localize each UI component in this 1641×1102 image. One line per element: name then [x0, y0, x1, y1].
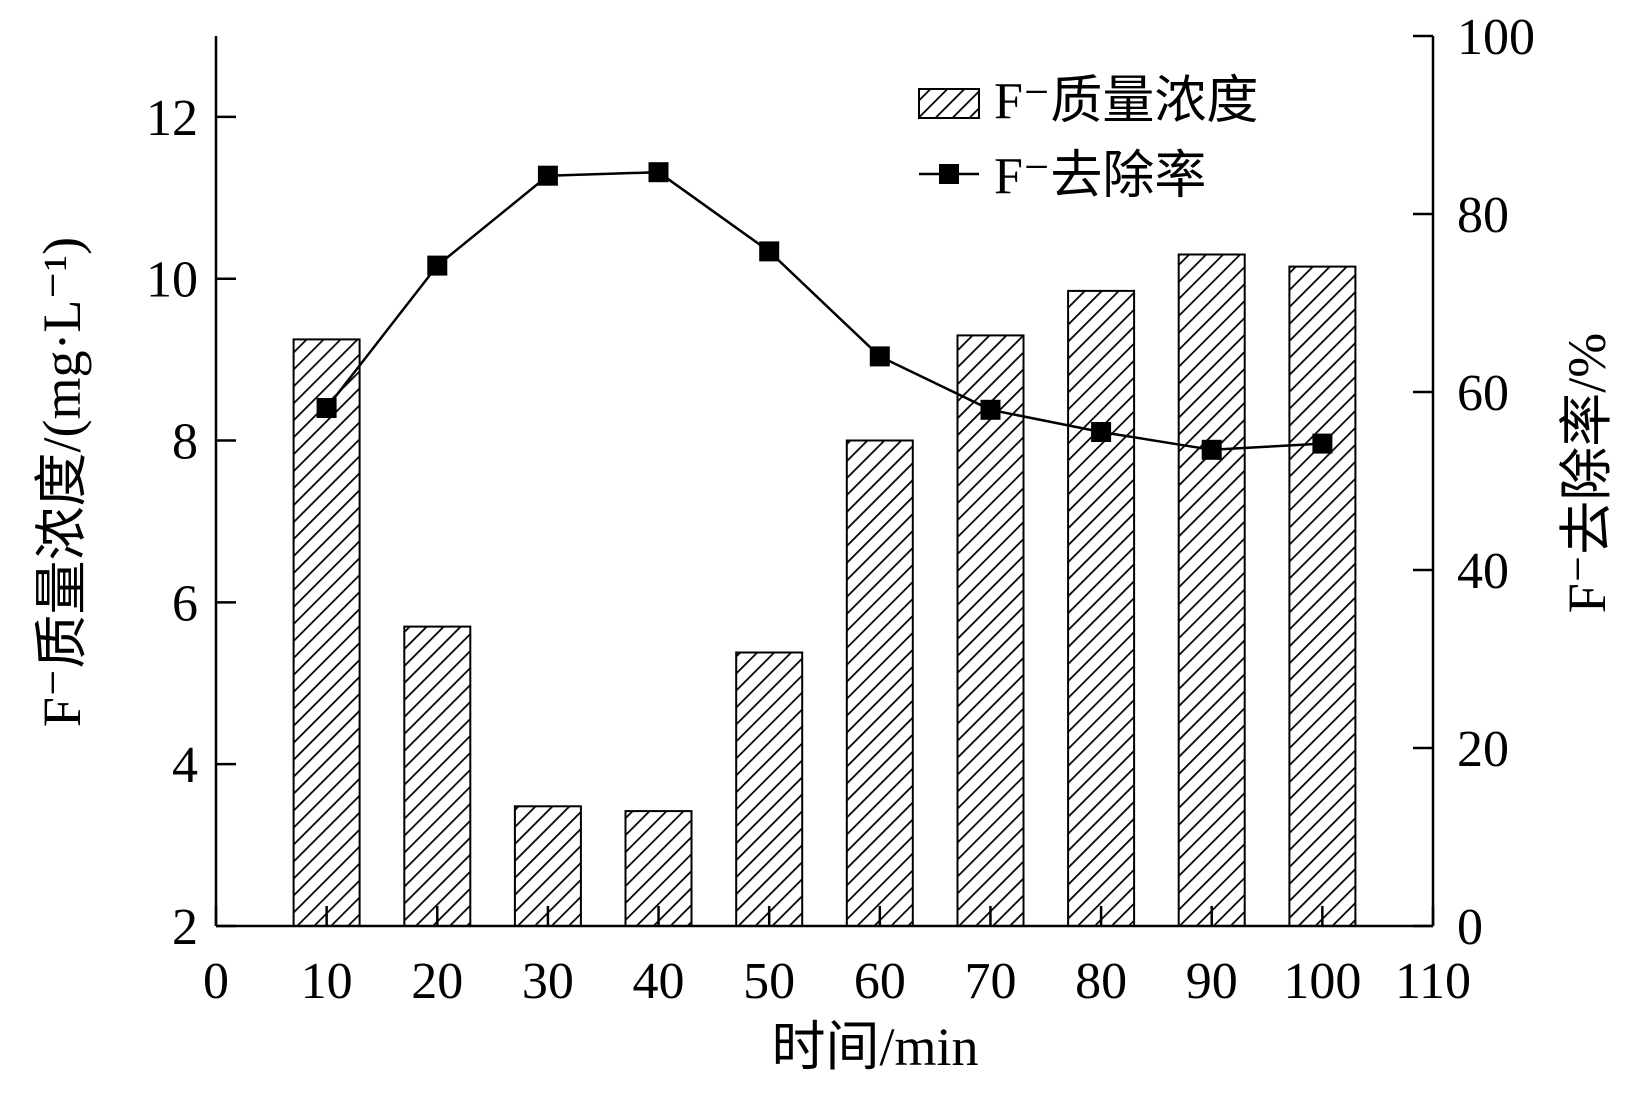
x-tick-label: 40 [633, 953, 685, 1010]
marker-50 [759, 241, 780, 262]
x-tick-label: 20 [411, 953, 463, 1010]
legend-line-label: F⁻去除率 [994, 148, 1206, 205]
axes [214, 34, 1435, 928]
x-tick-label: 0 [203, 953, 229, 1010]
y-right-tick-label: 80 [1457, 187, 1509, 244]
legend-line-marker [939, 164, 959, 184]
x-axis-title: 时间/min [771, 1017, 978, 1077]
x-tick-label: 110 [1395, 953, 1471, 1010]
x-tick-label: 100 [1283, 953, 1361, 1010]
y-left-tick-label: 2 [172, 899, 198, 956]
x-tick-label: 60 [854, 953, 906, 1010]
y-left-tick-label: 4 [172, 737, 198, 794]
legend-bar-label: F⁻质量浓度 [994, 73, 1258, 130]
bar-50 [735, 651, 804, 927]
marker-20 [427, 255, 448, 276]
y-right-tick-label: 60 [1457, 365, 1509, 422]
x-tick-label: 90 [1186, 953, 1238, 1010]
y-left-tick-label: 10 [146, 252, 198, 309]
bar-80 [1067, 289, 1136, 927]
bar-100 [1288, 265, 1357, 928]
marker-80 [1091, 422, 1112, 442]
marker-10 [316, 398, 337, 418]
legend: F⁻质量浓度 F⁻去除率 [918, 73, 1258, 205]
y-axis-left-title: F⁻质量浓度/(mg·L⁻¹) [32, 237, 92, 727]
y-right-tick-label: 0 [1457, 899, 1483, 956]
marker-100 [1312, 433, 1333, 454]
marker-70 [980, 399, 1001, 420]
marker-90 [1201, 439, 1222, 460]
y-axis-right-title: F⁻去除率/% [1557, 333, 1617, 614]
line-series [316, 162, 1333, 460]
marker-60 [869, 346, 890, 367]
y-right-tick-label: 100 [1457, 9, 1535, 66]
bar-series [292, 253, 1357, 928]
y-left-tick-label: 6 [172, 575, 198, 632]
legend-bar-swatch [918, 88, 980, 119]
tick-labels: 2 4 6 8 10 12 0 20 40 60 80 100 0 10 20 30 40 50 60 70 80 90 1… [146, 9, 1535, 1010]
marker-30 [537, 165, 558, 186]
removal-rate-line [325, 170, 1323, 452]
x-tick-label: 70 [964, 953, 1016, 1010]
x-tick-label: 80 [1075, 953, 1127, 1010]
bar-90 [1177, 253, 1246, 927]
y-right-tick-label: 40 [1457, 543, 1509, 600]
bar-60 [845, 439, 914, 927]
y-right-tick-label: 20 [1457, 721, 1509, 778]
y-left-tick-label: 12 [146, 90, 198, 147]
x-tick-label: 50 [743, 953, 795, 1010]
bar-20 [403, 625, 472, 927]
marker-40 [648, 162, 669, 183]
bar-10 [292, 338, 361, 927]
x-tick-label: 30 [522, 953, 574, 1010]
bar-70 [956, 334, 1025, 927]
y-left-tick-label: 8 [172, 414, 198, 471]
x-tick-label: 10 [301, 953, 353, 1010]
